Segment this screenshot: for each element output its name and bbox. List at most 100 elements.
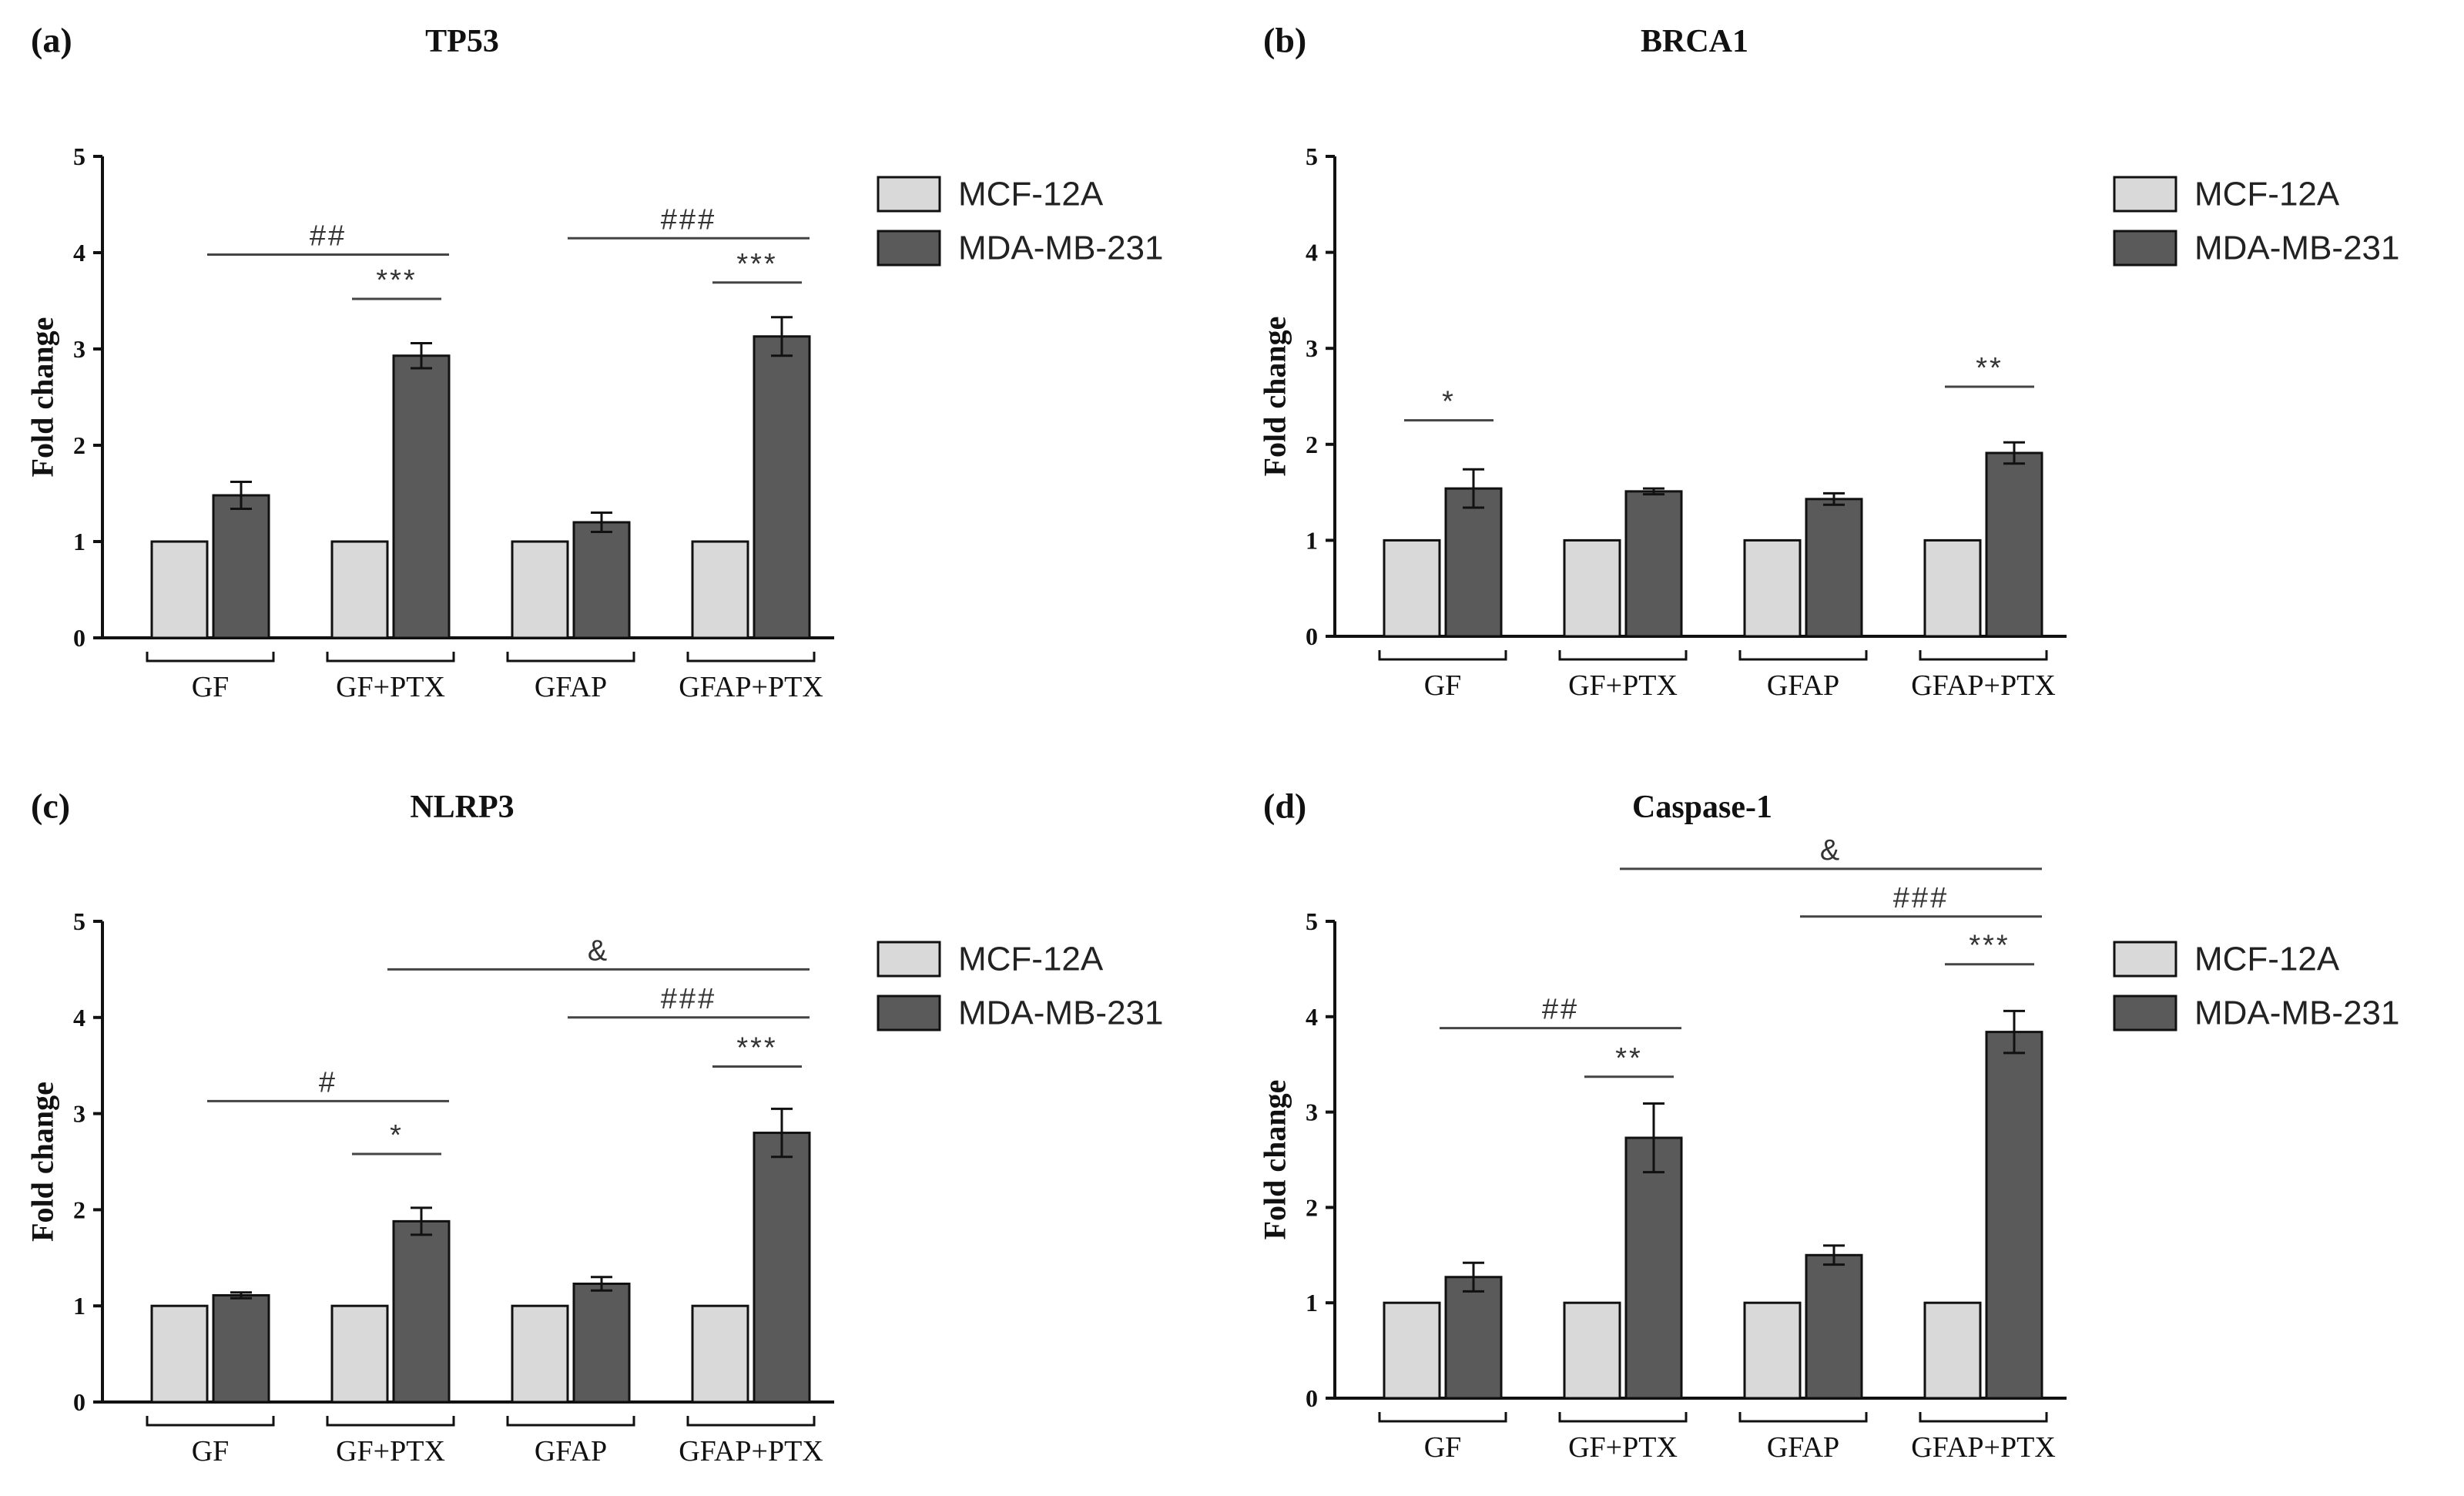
significance-label: # <box>319 1066 337 1099</box>
x-tick-label: GF <box>1424 1431 1462 1464</box>
significance-label: ### <box>661 203 716 236</box>
bar-mdamb231 <box>1805 498 1863 638</box>
bar-mcf12a <box>511 1304 569 1404</box>
bar-mcf12a <box>1923 538 1982 638</box>
bar-mdamb231 <box>1624 490 1683 638</box>
y-tick-label: 5 <box>73 143 85 170</box>
y-tick-label: 4 <box>1306 239 1318 267</box>
bar-mdamb231 <box>1805 1253 1863 1400</box>
bar-mcf12a <box>691 1304 749 1404</box>
y-tick-label: 4 <box>1306 1003 1318 1031</box>
chart-title: Caspase-1 <box>1632 790 1772 825</box>
legend-swatch <box>877 230 941 267</box>
y-tick-label: 0 <box>73 624 85 652</box>
y-tick-label: 1 <box>73 528 85 555</box>
y-tick-label: 4 <box>73 239 85 267</box>
significance-label: * <box>390 1119 404 1152</box>
x-tick-label: GF+PTX <box>336 1435 445 1467</box>
y-tick-label: 3 <box>1306 1099 1318 1126</box>
category-bracket <box>506 652 635 662</box>
y-tick-label: 3 <box>73 1100 85 1128</box>
x-tick-label: GF <box>192 1435 230 1467</box>
bar-mcf12a <box>511 540 569 639</box>
bar-mcf12a <box>1743 1301 1802 1400</box>
x-tick-label: GF <box>192 671 230 703</box>
panel-label: (b) <box>1263 21 1306 60</box>
x-tick-label: GFAP+PTX <box>1911 669 2056 702</box>
category-bracket <box>506 1416 635 1427</box>
bar-mcf12a <box>1383 538 1441 638</box>
bar-mdamb231 <box>572 1282 631 1404</box>
legend-swatch <box>2113 176 2177 213</box>
y-axis-label: Fold change <box>1258 1080 1292 1240</box>
category-bracket <box>146 1416 275 1427</box>
significance-label: ** <box>1615 1042 1643 1075</box>
category-bracket <box>686 652 816 662</box>
y-tick-label: 0 <box>1306 622 1318 650</box>
chart-panel-3: (c) NLRP3 Fold change 0 1 2 3 4 5 GF GF+PTX GFAP GFA… <box>25 787 1164 1468</box>
panel-label: (c) <box>31 787 70 826</box>
bar-mcf12a <box>1563 538 1621 638</box>
chart-panel-1: (a) TP53 Fold change 0 1 2 3 4 5 GF GF+PTX GFAP GFAP… <box>25 21 1164 704</box>
legend-label: MCF-12A <box>2194 941 2340 978</box>
panel-label: (d) <box>1263 787 1306 826</box>
bar-mcf12a <box>1563 1301 1621 1400</box>
chart-panel-4: (d) Caspase-1 Fold change 0 1 2 3 4 5 GF GF+PTX GFA… <box>1258 787 2400 1464</box>
legend-swatch <box>877 941 941 978</box>
category-bracket <box>1558 1412 1688 1423</box>
legend-swatch <box>877 176 941 213</box>
legend-label: MCF-12A <box>2194 176 2340 213</box>
significance-label: *** <box>1969 930 2010 962</box>
bar-mdamb231 <box>1985 1031 2043 1400</box>
bar-mcf12a <box>1923 1301 1982 1400</box>
chart-title: NLRP3 <box>410 790 514 825</box>
bar-mcf12a <box>1383 1301 1441 1400</box>
bar-mdamb231 <box>572 521 631 639</box>
legend-label: MDA-MB-231 <box>958 995 1164 1032</box>
bar-mcf12a <box>150 540 209 639</box>
legend-label: MDA-MB-231 <box>2194 230 2400 267</box>
legend-swatch <box>2113 230 2177 267</box>
x-tick-label: GFAP+PTX <box>1911 1431 2056 1464</box>
category-bracket <box>686 1416 816 1427</box>
y-tick-label: 1 <box>1306 1289 1318 1317</box>
chart-panel-2: (b) BRCA1 Fold change 0 1 2 3 4 5 GF GF+PTX GFAP GFA… <box>1258 21 2400 703</box>
category-bracket <box>1558 650 1688 661</box>
y-tick-label: 5 <box>1306 907 1318 935</box>
bar-mdamb231 <box>1985 451 2043 638</box>
legend-swatch <box>2113 941 2177 978</box>
x-tick-label: GFAP <box>1767 669 1839 702</box>
bar-mdamb231 <box>1624 1136 1683 1400</box>
legend-swatch <box>877 995 941 1031</box>
category-bracket <box>1738 1412 1868 1423</box>
bar-mcf12a <box>330 1304 389 1404</box>
x-tick-label: GFAP+PTX <box>679 671 823 703</box>
x-tick-label: GFAP <box>1767 1431 1839 1464</box>
y-axis-label: Fold change <box>25 317 60 478</box>
bar-mdamb231 <box>392 1219 451 1404</box>
chart-title: BRCA1 <box>1641 24 1748 59</box>
category-bracket <box>146 652 275 662</box>
legend-label: MDA-MB-231 <box>2194 995 2400 1032</box>
x-tick-label: GF+PTX <box>1568 1431 1678 1464</box>
category-bracket <box>1919 1412 2048 1423</box>
bar-mcf12a <box>1743 538 1802 638</box>
significance-label: *** <box>736 248 777 280</box>
y-tick-label: 2 <box>1306 431 1318 458</box>
category-bracket <box>1738 650 1868 661</box>
significance-label: *** <box>736 1031 777 1064</box>
chart-title: TP53 <box>425 24 499 59</box>
y-tick-label: 2 <box>73 1196 85 1223</box>
bar-mdamb231 <box>392 354 451 639</box>
y-tick-label: 2 <box>73 431 85 459</box>
y-tick-label: 0 <box>73 1388 85 1416</box>
legend-label: MDA-MB-231 <box>958 230 1164 267</box>
y-tick-label: 5 <box>73 907 85 935</box>
x-tick-label: GFAP+PTX <box>679 1435 823 1467</box>
bar-mcf12a <box>330 540 389 639</box>
legend-label: MCF-12A <box>958 941 1104 978</box>
bar-mcf12a <box>150 1304 209 1404</box>
y-tick-label: 5 <box>1306 143 1318 170</box>
bar-mdamb231 <box>1444 487 1503 638</box>
